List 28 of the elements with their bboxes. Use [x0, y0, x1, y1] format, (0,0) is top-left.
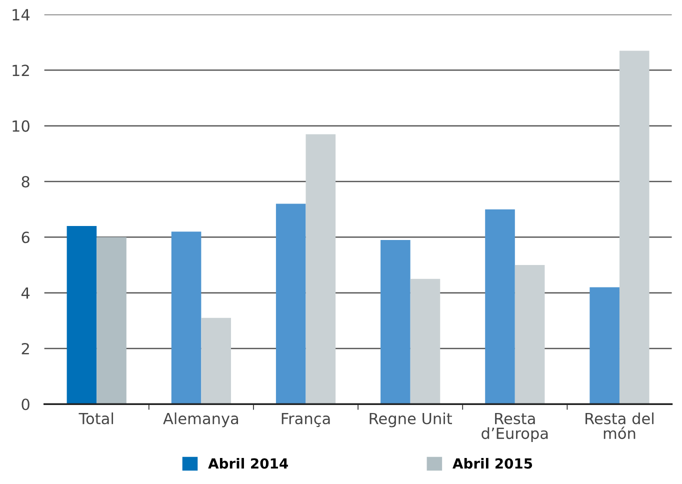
- x-tick-label: Resta d’Europa: [482, 412, 548, 442]
- bar: [66, 226, 97, 404]
- y-tick-label: 4: [21, 287, 30, 299]
- bar: [276, 204, 306, 404]
- bar: [410, 278, 440, 404]
- bar: [201, 318, 231, 404]
- x-tick-label: Alemanya: [163, 412, 238, 428]
- bar: [514, 264, 545, 404]
- bar: [380, 240, 410, 404]
- legend-label: Abril 2014: [208, 458, 288, 469]
- x-tick-label: Resta del món: [586, 412, 654, 440]
- y-tick-label: 12: [12, 64, 29, 76]
- y-tick-label: 10: [12, 120, 30, 132]
- bar: [485, 209, 515, 404]
- y-tick-label: 0: [22, 398, 30, 410]
- bar: [590, 287, 620, 404]
- y-tick-label: 14: [12, 9, 30, 20]
- bar: [306, 134, 336, 404]
- y-tick-label: 8: [22, 176, 30, 188]
- y-tick-label: 2: [22, 342, 29, 354]
- bar: [171, 232, 202, 404]
- bar: [619, 50, 650, 404]
- bar: [96, 237, 126, 404]
- x-tick-label: Regne Unit: [370, 412, 452, 428]
- legend-label: Abril 2015: [452, 458, 532, 469]
- x-tick-label: Total: [78, 412, 114, 424]
- x-tick-label: França: [282, 412, 330, 428]
- y-tick-label: 6: [22, 232, 30, 244]
